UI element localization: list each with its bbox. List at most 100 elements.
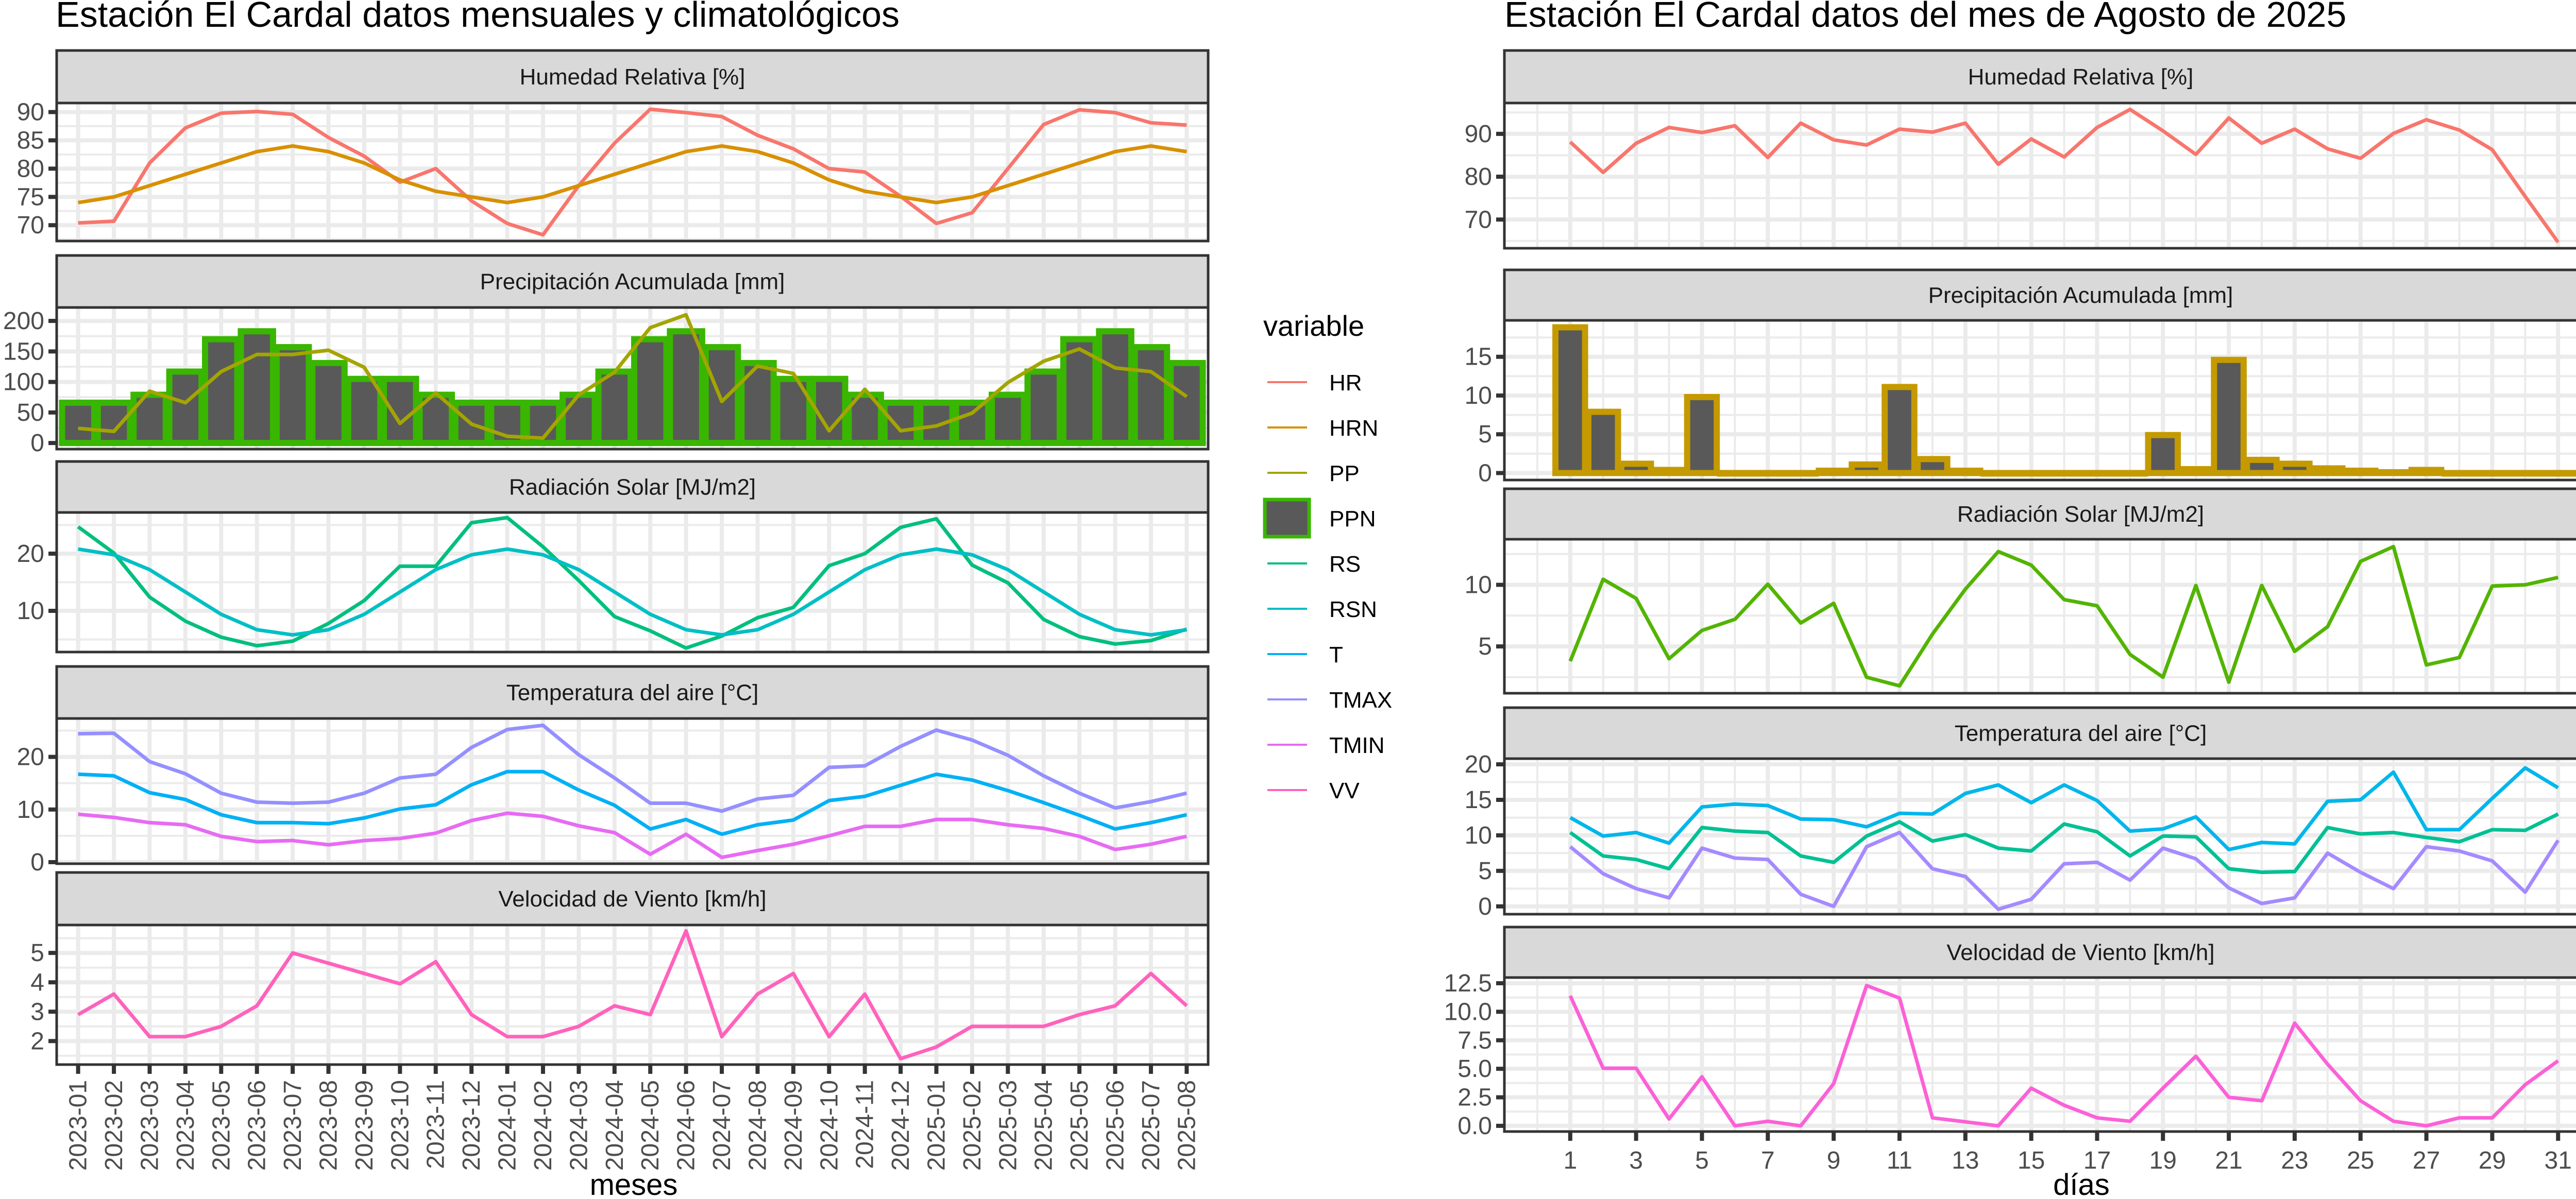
facet-strip-label: Radiación Solar [MJ/m2] xyxy=(509,475,756,500)
legend-label: PPN xyxy=(1329,506,1376,532)
y-tick-label: 80 xyxy=(1465,163,1492,191)
x-tick-label: 2023-07 xyxy=(279,1080,307,1171)
facet-strip xyxy=(1503,268,2576,322)
y-tick-label: 20 xyxy=(17,744,44,771)
x-tick-label: 2025-06 xyxy=(1102,1080,1129,1171)
bar-PP xyxy=(1585,408,1621,476)
panel-border xyxy=(55,101,1210,243)
x-tick-label: 2025-02 xyxy=(959,1080,986,1171)
bar-PP xyxy=(2408,467,2445,476)
panel-border xyxy=(55,511,1210,654)
panel-border xyxy=(1503,976,2576,1133)
bar-PP xyxy=(2310,465,2346,476)
x-tick-label: 9 xyxy=(1827,1147,1841,1174)
bar-PP xyxy=(1882,384,1918,476)
y-tick-label: 0 xyxy=(1478,459,1492,487)
y-tick-label: 10 xyxy=(17,796,44,824)
monthly-x-axis-title: meses xyxy=(590,1168,678,1199)
y-tick-label: 20 xyxy=(1465,751,1492,778)
facet-panel-1: Precipitación Acumulada [mm] 0 5 10 15 xyxy=(1465,268,2576,487)
legend-label: T xyxy=(1329,642,1343,667)
bar-PP xyxy=(2211,356,2247,476)
x-tick-label: 23 xyxy=(2281,1147,2308,1174)
series-line-VV xyxy=(1568,984,2560,1128)
daily-x-axis-title: días xyxy=(2053,1168,2110,1199)
series-line-PP xyxy=(78,313,1188,440)
bar-PP xyxy=(2375,469,2412,476)
y-tick-label: 70 xyxy=(1465,206,1492,233)
legend-item-RSN: RSN xyxy=(1267,597,1377,622)
legend-item-TMAX: TMAX xyxy=(1267,688,1392,713)
facet-strip xyxy=(55,254,1210,309)
bar-PP xyxy=(1947,467,1984,476)
x-tick-label: 2025-08 xyxy=(1173,1080,1200,1171)
legend-key-bar xyxy=(1263,498,1311,539)
y-tick-label: 0 xyxy=(30,849,44,876)
bar-PP xyxy=(1618,460,1654,476)
y-tick-label: 100 xyxy=(3,369,44,396)
x-tick-label: 2025-01 xyxy=(923,1080,950,1171)
bar-PPN xyxy=(345,375,384,447)
y-tick-label: 2.5 xyxy=(1458,1084,1492,1111)
monthly-chart-title: Estación El Cardal datos mensuales y cli… xyxy=(56,0,900,35)
bar-PPN xyxy=(917,399,956,447)
bar-PP xyxy=(2178,466,2214,476)
x-tick-label: 29 xyxy=(2479,1147,2506,1174)
plot-background xyxy=(57,103,1208,241)
y-tick-label: 12.5 xyxy=(1444,970,1492,997)
legend-label: VV xyxy=(1329,778,1360,803)
series-line-HR xyxy=(78,107,1187,237)
y-tick-label: 3 xyxy=(30,998,44,1025)
y-tick-label: 5.0 xyxy=(1458,1055,1492,1083)
x-tick-label: 2023-10 xyxy=(386,1080,414,1171)
bar-PPN xyxy=(774,375,813,447)
x-tick-label: 2023-08 xyxy=(315,1080,343,1171)
monthly-legend-title: variable xyxy=(1263,310,1364,342)
legend-label: PP xyxy=(1329,461,1360,486)
x-tick-label: 2023-04 xyxy=(172,1080,199,1171)
legend-label: RS xyxy=(1329,552,1361,577)
daily-chart-title: Estación El Cardal datos del mes de Agos… xyxy=(1504,0,2346,35)
bar-PP xyxy=(1816,467,1852,476)
facet-panel-0: Humedad Relativa [%] 70 80 90 xyxy=(1465,49,2576,250)
legend-label: TMIN xyxy=(1329,733,1385,758)
y-tick-label: 0 xyxy=(1478,893,1492,920)
x-tick-label: 15 xyxy=(2018,1147,2045,1174)
facet-strip-label: Temperatura del aire [°C] xyxy=(506,680,759,706)
x-tick-label: 5 xyxy=(1695,1147,1709,1174)
y-tick-label: 0.0 xyxy=(1458,1112,1492,1140)
panel-border xyxy=(55,923,1210,1066)
facet-strip xyxy=(1503,487,2576,541)
x-tick-label: 21 xyxy=(2215,1147,2242,1174)
y-tick-label: 90 xyxy=(17,99,44,126)
facet-panel-2: Radiación Solar [MJ/m2] 5 10 xyxy=(1465,487,2576,695)
monthly-legend: variable HR HRN PP PPN RS RSN T TMAX TMIN VV xyxy=(1263,310,1392,803)
series-line-TMAX xyxy=(1569,766,2560,852)
bar-PPN xyxy=(881,399,920,447)
series-line-TMIN xyxy=(78,811,1188,860)
y-tick-label: 4 xyxy=(30,969,44,996)
x-tick-label: 2024-11 xyxy=(852,1080,879,1169)
facet-strip xyxy=(55,49,1210,105)
panel-border xyxy=(1503,319,2576,482)
facet-strip-label: Radiación Solar [MJ/m2] xyxy=(1957,502,2204,527)
bar-PPN xyxy=(989,391,1027,447)
y-tick-label: 5 xyxy=(1478,858,1492,885)
x-tick-label: 11 xyxy=(1887,1147,1912,1174)
legend-item-VV: VV xyxy=(1267,778,1360,803)
bar-PPN xyxy=(560,391,598,447)
x-tick-label: 2024-09 xyxy=(780,1080,807,1171)
series-line-RS xyxy=(77,516,1188,650)
x-tick-label: 2023-09 xyxy=(351,1080,378,1171)
y-tick-label: 200 xyxy=(3,307,44,335)
y-tick-label: 15 xyxy=(1465,786,1492,814)
legend-label: HR xyxy=(1329,370,1362,396)
x-tick-label: 13 xyxy=(1952,1147,1979,1174)
x-tick-label: 2023-02 xyxy=(100,1080,128,1171)
y-tick-label: 10 xyxy=(17,597,44,625)
bar-PPN xyxy=(667,328,705,447)
legend-label: RSN xyxy=(1329,597,1377,622)
y-tick-label: 5 xyxy=(1478,633,1492,660)
